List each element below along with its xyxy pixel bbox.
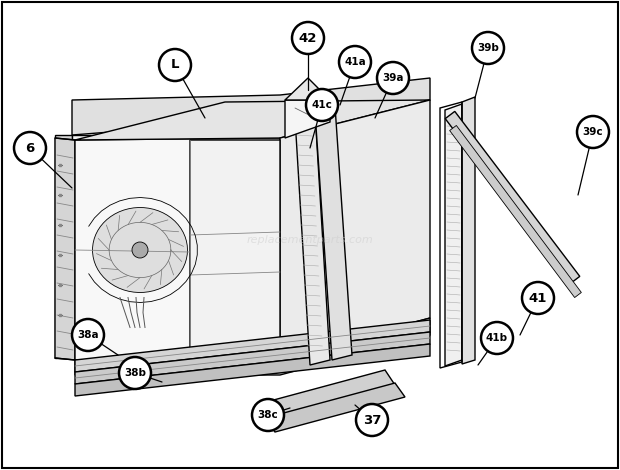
Polygon shape	[75, 332, 430, 384]
Text: replacementparts.com: replacementparts.com	[247, 235, 373, 245]
Polygon shape	[75, 100, 430, 140]
Text: 39c: 39c	[583, 127, 603, 137]
Text: 41c: 41c	[312, 100, 332, 110]
Circle shape	[339, 46, 371, 78]
Circle shape	[472, 32, 504, 64]
Polygon shape	[72, 78, 430, 135]
Text: 41a: 41a	[344, 57, 366, 67]
Polygon shape	[190, 140, 280, 358]
Polygon shape	[265, 383, 405, 432]
Text: 38b: 38b	[124, 368, 146, 378]
Polygon shape	[75, 318, 430, 375]
Polygon shape	[75, 320, 430, 372]
Circle shape	[577, 116, 609, 148]
Polygon shape	[75, 138, 280, 360]
Polygon shape	[462, 97, 475, 364]
Polygon shape	[75, 344, 430, 396]
Circle shape	[132, 242, 148, 258]
Polygon shape	[445, 104, 462, 366]
Polygon shape	[72, 135, 280, 358]
Circle shape	[306, 89, 338, 121]
Text: 41b: 41b	[486, 333, 508, 343]
Polygon shape	[92, 208, 187, 292]
Circle shape	[356, 404, 388, 436]
Circle shape	[377, 62, 409, 94]
Text: 39b: 39b	[477, 43, 499, 53]
Polygon shape	[255, 370, 395, 420]
Polygon shape	[295, 112, 330, 365]
Circle shape	[481, 322, 513, 354]
Polygon shape	[285, 100, 330, 138]
Circle shape	[119, 357, 151, 389]
Polygon shape	[450, 125, 582, 298]
Polygon shape	[280, 100, 430, 358]
Circle shape	[522, 282, 554, 314]
Text: 41: 41	[529, 291, 547, 305]
Polygon shape	[285, 78, 330, 100]
Text: 42: 42	[299, 31, 317, 45]
Circle shape	[292, 22, 324, 54]
Circle shape	[14, 132, 46, 164]
Circle shape	[72, 319, 104, 351]
Text: 38c: 38c	[258, 410, 278, 420]
Text: 39a: 39a	[383, 73, 404, 83]
Polygon shape	[445, 111, 580, 283]
Text: 6: 6	[25, 141, 35, 155]
Polygon shape	[315, 106, 352, 360]
Circle shape	[159, 49, 191, 81]
Polygon shape	[55, 138, 75, 360]
Text: 38a: 38a	[77, 330, 99, 340]
Circle shape	[252, 399, 284, 431]
Polygon shape	[55, 135, 72, 358]
Text: 37: 37	[363, 414, 381, 426]
Text: L: L	[170, 58, 179, 71]
